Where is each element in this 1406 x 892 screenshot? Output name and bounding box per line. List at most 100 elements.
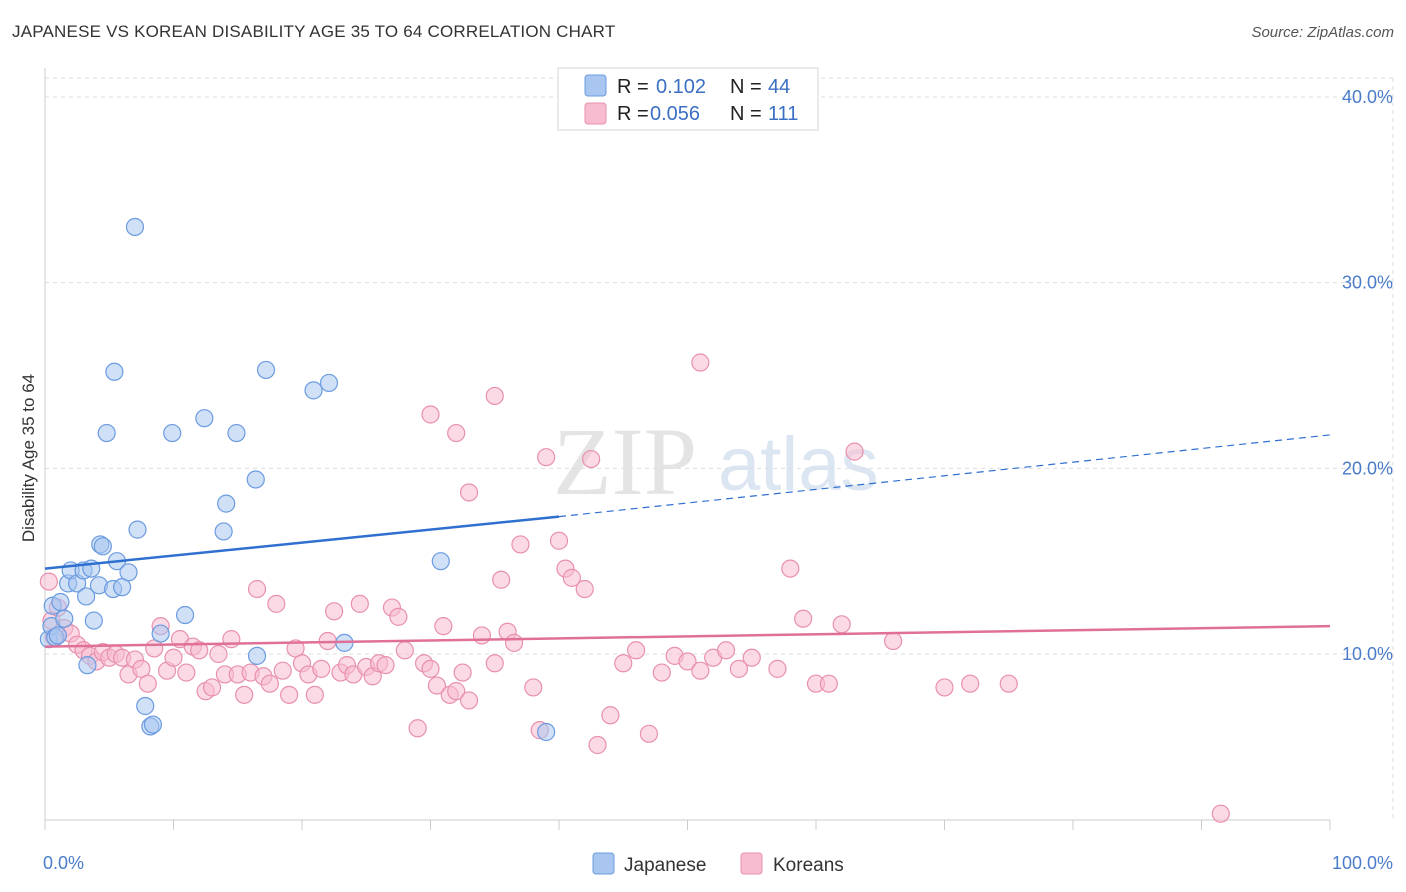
japanese-trend-line xyxy=(44,515,560,570)
japanese-point xyxy=(119,563,138,582)
korean-point xyxy=(453,663,472,682)
watermark-atlas: atlas xyxy=(718,422,879,507)
korean-point xyxy=(678,652,697,671)
series-legend: Japanese Koreans xyxy=(592,852,844,876)
korean-point xyxy=(832,615,851,634)
series-legend-swatch-koreans xyxy=(740,852,763,875)
japanese-point xyxy=(136,696,155,716)
legend-n-label-koreans: N = xyxy=(730,103,762,125)
korean-point xyxy=(247,579,267,599)
korean-point xyxy=(164,648,183,667)
korean-point xyxy=(459,483,479,502)
x-tick-label-max: 100.0% xyxy=(1332,853,1393,873)
japanese-point xyxy=(51,592,70,612)
japanese-point xyxy=(128,520,147,539)
korean-point xyxy=(601,706,620,725)
japanese-point xyxy=(77,587,96,606)
korean-point xyxy=(626,641,646,660)
korean-point xyxy=(883,631,903,651)
korean-point xyxy=(325,602,344,621)
japanese-point xyxy=(195,409,214,428)
korean-point xyxy=(781,559,800,578)
korean-point xyxy=(312,659,331,678)
japanese-point xyxy=(214,522,233,541)
japanese-point xyxy=(247,646,267,665)
korean-point xyxy=(652,663,671,682)
korean-point xyxy=(729,659,749,678)
korean-point xyxy=(472,626,491,645)
japanese-point xyxy=(431,552,450,571)
series-legend-swatch-japanese xyxy=(592,852,615,875)
tick-labels: 10.0% 20.0% 30.0% 40.0% 0.0% 100.0% xyxy=(43,87,1393,873)
korean-point xyxy=(138,674,157,693)
korean-point xyxy=(447,682,466,701)
y-tick-label: 10.0% xyxy=(1342,644,1393,664)
korean-point xyxy=(434,617,453,636)
japanese-point xyxy=(151,624,170,643)
korean-point xyxy=(562,568,581,587)
korean-point xyxy=(222,630,241,649)
korean-point xyxy=(350,594,369,613)
korean-trend-line xyxy=(44,624,1331,648)
korean-point xyxy=(177,663,196,682)
korean-point xyxy=(537,448,556,467)
japanese-point xyxy=(217,494,236,513)
korean-point xyxy=(691,353,710,372)
correlation-legend: R = 0.102 N = 44 R = 0.056 N = 111 xyxy=(557,67,819,131)
korean-point xyxy=(427,676,447,695)
korean-point xyxy=(549,531,569,550)
korean-point xyxy=(305,685,324,704)
korean-point xyxy=(999,674,1018,693)
y-tick-label: 40.0% xyxy=(1342,87,1393,107)
y-axis-label: Disability Age 35 to 64 xyxy=(19,374,38,542)
japanese-point xyxy=(246,470,265,489)
korean-point xyxy=(575,579,594,599)
legend-n-value-koreans: 111 xyxy=(768,103,798,125)
japanese-point xyxy=(319,373,339,393)
series-legend-label-koreans: Koreans xyxy=(773,855,844,876)
series-legend-label-japanese: Japanese xyxy=(624,855,706,876)
legend-n-label-japanese: N = xyxy=(730,76,762,98)
japanese-trend-extension xyxy=(558,434,1331,518)
japanese-point xyxy=(48,626,67,645)
japanese-point xyxy=(97,423,116,443)
korean-point xyxy=(190,641,209,660)
source-label: Source: ZipAtlas.com xyxy=(1251,24,1394,41)
korean-point xyxy=(524,678,543,697)
legend-r-label-koreans: R = xyxy=(617,103,649,125)
japanese-point xyxy=(175,605,195,625)
watermark-zip: ZIP xyxy=(553,408,697,515)
korean-point xyxy=(447,423,466,443)
korean-point xyxy=(588,735,607,755)
korean-point xyxy=(819,674,838,693)
japanese-point xyxy=(125,217,145,237)
trend-lines xyxy=(44,434,1331,648)
legend-r-value-koreans: 0.056 xyxy=(650,103,700,125)
korean-point xyxy=(845,442,864,461)
korean-point xyxy=(421,659,440,678)
japanese-point xyxy=(163,423,182,443)
korean-point xyxy=(691,661,710,680)
x-tick-label-min: 0.0% xyxy=(43,853,84,873)
korean-point xyxy=(235,685,254,704)
korean-point xyxy=(395,641,414,660)
korean-point xyxy=(389,607,408,626)
japanese-point xyxy=(105,362,124,381)
japanese-point xyxy=(55,609,74,628)
japanese-point xyxy=(537,722,556,742)
korean-point xyxy=(582,449,601,469)
korean-point xyxy=(794,609,813,628)
korean-point xyxy=(273,661,292,680)
korean-point xyxy=(485,654,504,673)
korean-point xyxy=(716,641,736,660)
legend-swatch-koreans xyxy=(584,102,607,125)
korean-point xyxy=(39,572,58,591)
legend-n-value-japanese: 44 xyxy=(768,76,790,98)
y-tick-label: 20.0% xyxy=(1342,458,1393,478)
japanese-point xyxy=(93,537,112,556)
japanese-point xyxy=(256,360,276,380)
japanese-point xyxy=(227,423,246,443)
japanese-point xyxy=(84,611,103,630)
korean-point xyxy=(260,674,279,693)
korean-point xyxy=(614,654,633,673)
